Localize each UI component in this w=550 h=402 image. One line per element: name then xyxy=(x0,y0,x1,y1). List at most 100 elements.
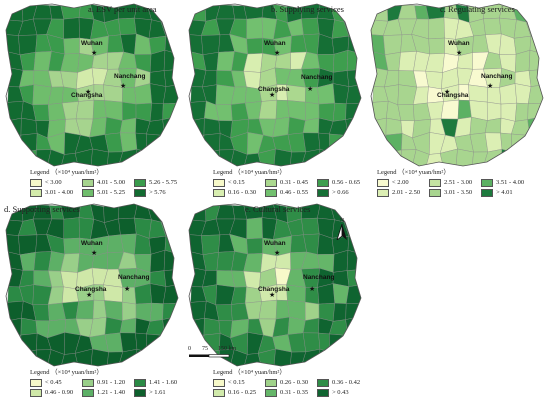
county-region xyxy=(305,301,320,321)
north-label: N xyxy=(339,218,345,224)
legend-swatch xyxy=(481,178,493,187)
county-region xyxy=(18,34,38,55)
county-region xyxy=(75,99,95,120)
north-arrow: N xyxy=(335,218,349,242)
county-region xyxy=(201,34,221,55)
county-region xyxy=(317,204,335,220)
county-region xyxy=(514,102,529,122)
city-label-changsha: Changsha xyxy=(71,92,103,99)
legend-label: 1.21 - 1.40 xyxy=(97,389,126,396)
city-label-wuhan: Wuhan xyxy=(81,240,103,247)
map-a-regions xyxy=(5,3,179,167)
nanchang-marker: ★ xyxy=(120,82,127,90)
city-label-wuhan: Wuhan xyxy=(264,240,286,247)
scale-bar: 0 75 150 km xyxy=(188,346,258,360)
county-region xyxy=(383,34,403,55)
county-region xyxy=(275,99,290,120)
county-region xyxy=(19,252,36,271)
county-region xyxy=(246,17,263,40)
county-region xyxy=(302,132,321,153)
map-c-regions xyxy=(370,3,544,167)
city-label-changsha: Changsha xyxy=(75,286,107,293)
legend-label: 5.01 - 5.25 xyxy=(97,189,126,196)
county-region xyxy=(134,204,152,220)
legend-swatch xyxy=(30,388,42,397)
county-region xyxy=(6,4,24,22)
study-area-border xyxy=(5,3,179,167)
legend-label: 0.26 - 0.30 xyxy=(280,379,309,386)
county-region xyxy=(384,52,401,71)
nanchang-marker: ★ xyxy=(307,85,314,93)
county-region xyxy=(162,103,178,120)
county-region xyxy=(20,317,38,336)
county-region xyxy=(134,283,152,305)
county-region xyxy=(487,101,502,121)
legend-label: 0.16 - 0.30 xyxy=(228,189,257,196)
county-region xyxy=(189,4,207,22)
nanchang-marker: ★ xyxy=(124,285,131,293)
legend-label: > 4.01 xyxy=(496,189,513,196)
county-region xyxy=(63,217,80,240)
county-region xyxy=(343,4,361,23)
study-area-border xyxy=(188,3,362,167)
county-region xyxy=(189,134,205,154)
county-region xyxy=(500,132,512,153)
county-region xyxy=(118,17,137,35)
legend-title: Legend （×10⁴ yuan/hm²） xyxy=(30,369,103,376)
county-region xyxy=(345,116,361,136)
legend-label: 4.01 - 5.00 xyxy=(97,179,126,186)
legend-swatch xyxy=(213,388,225,397)
legend-label: 2.01 - 2.50 xyxy=(392,189,421,196)
county-region xyxy=(92,299,107,320)
legend-label: > 0.43 xyxy=(332,389,349,396)
legend-label: < 0.45 xyxy=(45,379,62,386)
county-region xyxy=(118,217,137,235)
changsha-marker: ★ xyxy=(444,88,451,96)
legend-d: Legend （×10⁴ yuan/hm²） < 0.45 0.91 - 1.2… xyxy=(30,368,186,397)
map-d-title: d. Supporting services xyxy=(4,204,80,214)
scale-tick-0: 0 xyxy=(188,346,191,352)
nanchang-marker: ★ xyxy=(309,285,316,293)
county-region xyxy=(346,50,361,71)
legend-label: < 3.00 xyxy=(45,179,62,186)
county-region xyxy=(135,332,147,353)
legend-swatch xyxy=(265,388,277,397)
legend-swatch xyxy=(30,378,42,387)
legend-swatch xyxy=(265,378,277,387)
legend-label: 2.51 - 3.00 xyxy=(444,179,473,186)
county-region xyxy=(302,317,320,334)
county-region xyxy=(160,204,178,223)
map-e-regions xyxy=(188,203,362,367)
legend-swatch xyxy=(134,178,146,187)
county-region xyxy=(135,132,147,153)
city-label-nanchang: Nanchang xyxy=(481,73,513,80)
study-area-border xyxy=(5,203,179,367)
legend-label: 3.51 - 4.00 xyxy=(496,179,525,186)
county-region xyxy=(163,50,178,71)
county-region xyxy=(162,316,178,336)
county-region xyxy=(246,237,263,255)
county-region xyxy=(318,332,330,353)
county-region xyxy=(202,52,219,71)
county-region xyxy=(332,102,347,122)
county-region xyxy=(163,84,178,104)
county-region xyxy=(6,148,21,166)
county-region xyxy=(305,101,320,121)
legend-swatch xyxy=(317,388,329,397)
legend-swatch xyxy=(82,378,94,387)
county-region xyxy=(246,37,263,55)
county-region xyxy=(318,132,330,153)
legend-label: 5.26 - 5.75 xyxy=(149,179,178,186)
county-region xyxy=(119,332,138,353)
map-panel-d: d. Supporting services ★ Wuhan ★ Nanchan… xyxy=(2,200,185,402)
county-region xyxy=(203,317,221,336)
county-region xyxy=(385,117,403,136)
legend-swatch xyxy=(134,388,146,397)
north-arrow-icon xyxy=(336,223,347,242)
county-region xyxy=(258,299,278,320)
legend-label: < 2.00 xyxy=(392,179,409,186)
county-region xyxy=(302,332,321,353)
county-region xyxy=(468,84,488,103)
county-region xyxy=(164,333,178,355)
county-region xyxy=(347,133,361,155)
